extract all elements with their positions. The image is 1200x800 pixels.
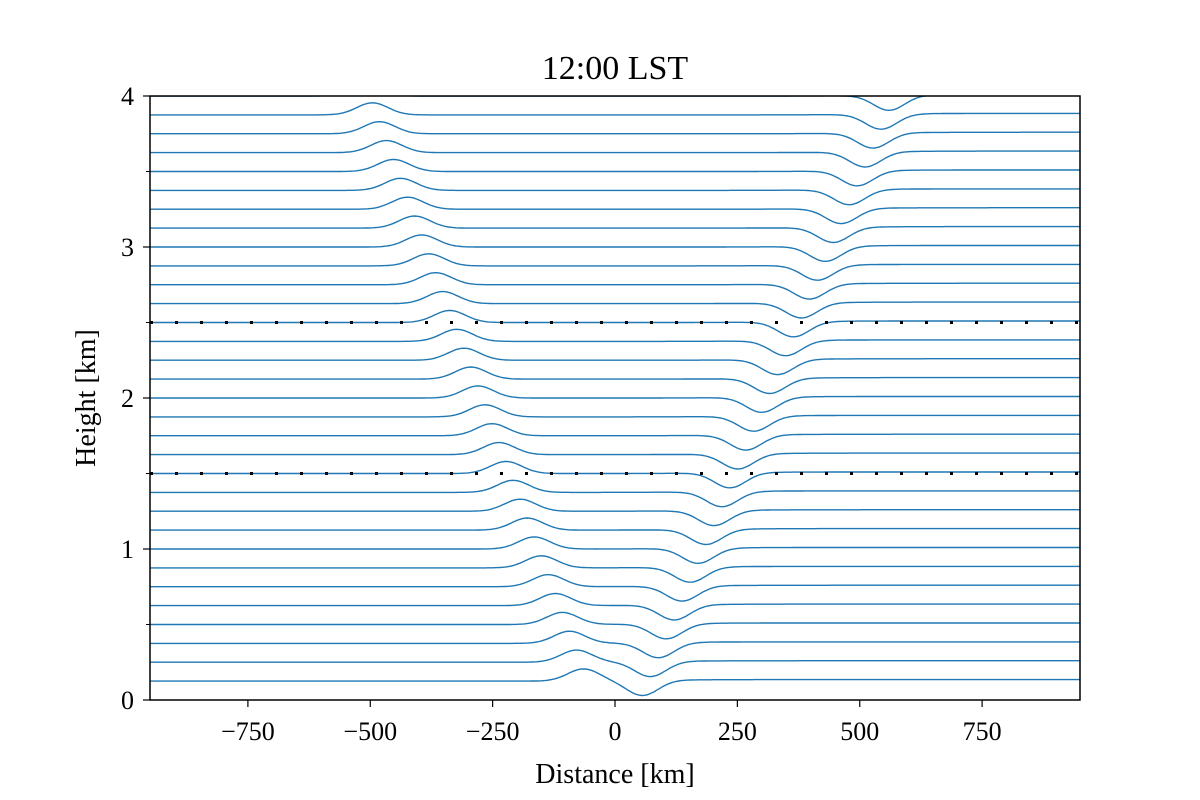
x-tick-label: 500 (840, 717, 879, 746)
streamline (150, 611, 1080, 640)
streamline (150, 574, 1080, 602)
streamline (150, 234, 1080, 263)
streamline (150, 517, 1080, 546)
streamline (150, 385, 1080, 414)
streamline (150, 460, 1080, 489)
streamline (150, 139, 1080, 168)
streamline (150, 328, 1080, 357)
streamline (150, 177, 1080, 206)
axes-ticks: −750 −500 −250 0 250 500 750 0 1 2 3 4 (121, 82, 1002, 746)
x-tick-label: −750 (221, 717, 275, 746)
streamline (150, 592, 1080, 621)
x-tick-label: −250 (466, 717, 520, 746)
streamline (150, 422, 1080, 451)
streamline (150, 536, 1080, 565)
y-tick-label: 4 (121, 82, 134, 111)
streamline (150, 649, 1080, 678)
streamline (150, 498, 1080, 527)
y-tick-label: 0 (121, 686, 134, 715)
streamline (150, 215, 1080, 244)
streamline (150, 96, 930, 112)
streamline (150, 158, 1080, 187)
streamline (150, 309, 1080, 338)
streamline (150, 253, 1080, 281)
y-tick-label: 1 (121, 535, 134, 564)
streamline (150, 404, 1080, 432)
y-tick-label: 2 (121, 384, 134, 413)
streamline (150, 441, 1080, 470)
reference-lines (150, 321, 1080, 475)
streamline (150, 271, 1080, 300)
x-tick-label: −500 (343, 717, 397, 746)
streamlines (150, 96, 1080, 697)
streamline (150, 196, 1080, 225)
streamline (150, 555, 1080, 583)
y-axis-label: Height [km] (71, 329, 102, 467)
streamline (150, 102, 1080, 130)
streamline (150, 366, 1080, 395)
streamline (150, 668, 1080, 697)
x-tick-label: 750 (963, 717, 1002, 746)
chart-title: 12:00 LST (542, 50, 689, 87)
streamline (150, 479, 1080, 508)
y-tick-label: 3 (121, 233, 134, 262)
x-tick-label: 0 (609, 717, 622, 746)
streamline (150, 120, 1080, 149)
streamline (150, 347, 1080, 376)
streamline (150, 630, 1080, 659)
x-axis-label: Distance [km] (535, 759, 694, 790)
x-tick-label: 250 (718, 717, 757, 746)
streamline (150, 290, 1080, 319)
